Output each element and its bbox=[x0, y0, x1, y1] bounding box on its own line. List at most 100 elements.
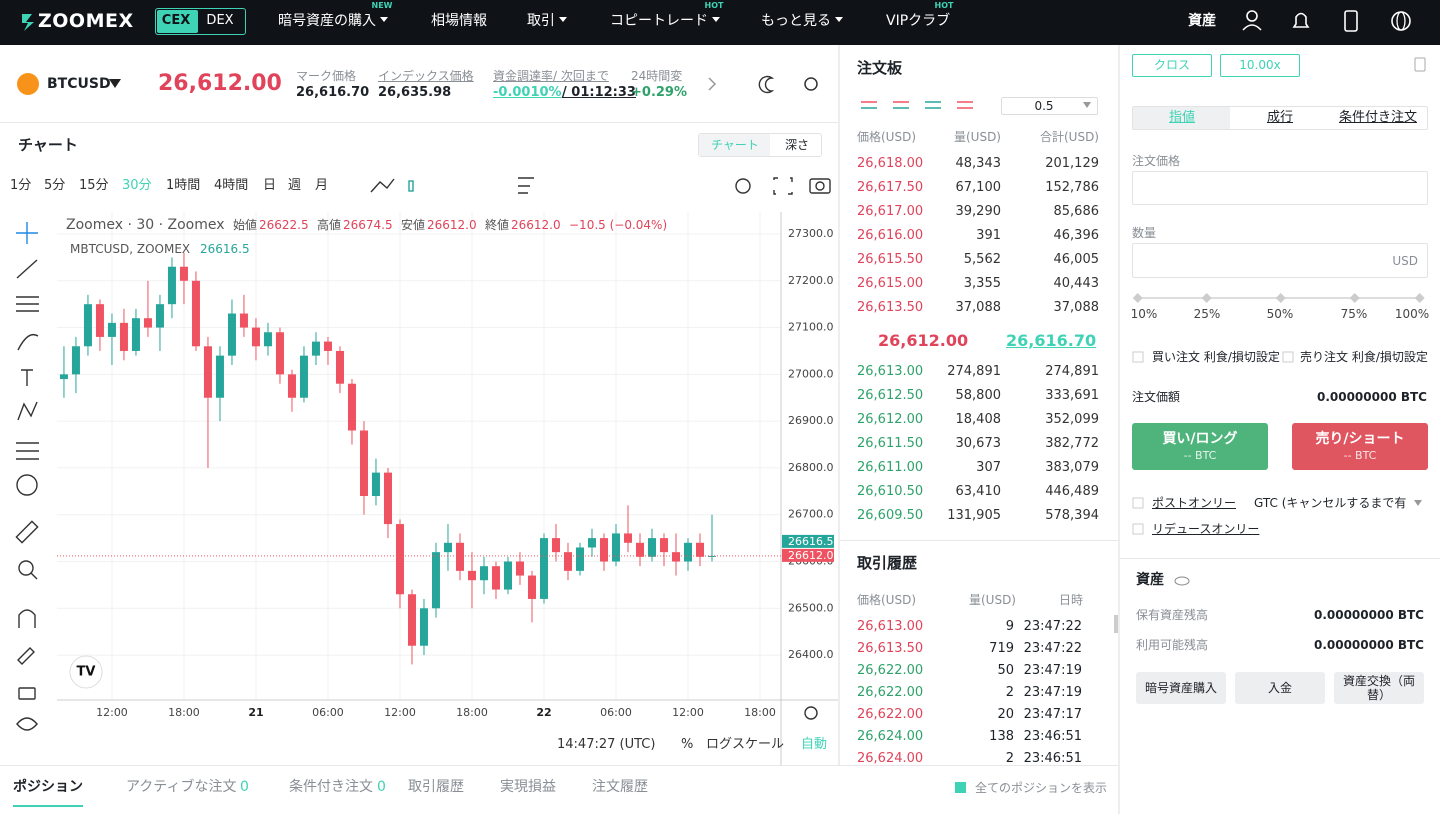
leverage-label[interactable]: 10.00x bbox=[1239, 58, 1281, 72]
interval[interactable]: 1時間 bbox=[166, 178, 201, 193]
percent-toggle[interactable]: % bbox=[681, 737, 694, 752]
time-in-force[interactable]: GTC (キャンセルするまで有 bbox=[1254, 496, 1407, 510]
book-size: 131,905 bbox=[947, 508, 1001, 523]
book-price[interactable]: 26,613.00 bbox=[857, 364, 924, 379]
bottom-tab[interactable]: ポジション bbox=[13, 779, 83, 795]
drawing-tools[interactable] bbox=[15, 259, 39, 731]
percent-stop[interactable]: 100% bbox=[1394, 307, 1430, 321]
book-price[interactable]: 26,613.50 bbox=[857, 300, 924, 315]
bottom-tab[interactable]: 実現損益 bbox=[500, 779, 556, 795]
nav-item[interactable]: コピートレード bbox=[610, 12, 720, 30]
chart-tab[interactable]: 深さ bbox=[784, 138, 810, 152]
bottom-tab[interactable]: 条件付き注文 bbox=[289, 779, 373, 795]
show-all[interactable]: 全てのポジションを表示 bbox=[975, 781, 1108, 795]
nav-assets[interactable]: 資産 bbox=[1188, 13, 1216, 29]
tif-caret[interactable] bbox=[1414, 500, 1422, 506]
orderbook-mode-icons[interactable] bbox=[861, 101, 973, 109]
trade-price: 26,622.00 bbox=[857, 685, 924, 700]
book-price[interactable]: 26,617.50 bbox=[857, 180, 924, 195]
leverage[interactable] bbox=[1220, 54, 1300, 77]
interval[interactable]: 月 bbox=[315, 178, 329, 193]
nav-item[interactable]: 暗号資産の購入 bbox=[278, 12, 388, 30]
nav-item[interactable]: もっと見る bbox=[761, 12, 843, 30]
interval[interactable]: 週 bbox=[288, 178, 302, 193]
post-only[interactable]: ポストオンリー bbox=[1152, 496, 1237, 510]
candle-body bbox=[467, 570, 476, 581]
cex-tab[interactable]: CEX bbox=[161, 13, 191, 28]
theme-icon[interactable] bbox=[758, 75, 775, 94]
symbol[interactable]: BTCUSD bbox=[47, 76, 111, 92]
phone-icon[interactable] bbox=[1344, 10, 1358, 32]
cex-dex-switch[interactable] bbox=[155, 8, 246, 35]
book-price[interactable]: 26,609.50 bbox=[857, 508, 924, 523]
crosshair-tool[interactable] bbox=[16, 222, 38, 244]
chart-toolbar-icons[interactable] bbox=[370, 177, 831, 195]
qty-input[interactable] bbox=[1132, 243, 1428, 278]
bottom-tab[interactable]: 注文履歴 bbox=[592, 779, 648, 795]
book-price[interactable]: 26,610.50 bbox=[857, 484, 924, 499]
percent-stop[interactable]: 10% bbox=[1130, 307, 1158, 321]
buy-button[interactable] bbox=[1132, 423, 1268, 470]
bottom-tab[interactable]: 取引履歴 bbox=[408, 779, 464, 795]
bell-icon[interactable] bbox=[1292, 12, 1310, 28]
scrollbar[interactable] bbox=[1114, 615, 1118, 633]
margin-mode[interactable] bbox=[1132, 54, 1212, 77]
book-price[interactable]: 26,611.50 bbox=[857, 436, 924, 451]
book-price[interactable]: 26,615.50 bbox=[857, 252, 924, 267]
interval[interactable]: 5分 bbox=[44, 178, 66, 193]
asset-button[interactable]: 入金 bbox=[1267, 681, 1292, 695]
reduce-only[interactable]: リデュースオンリー bbox=[1152, 522, 1260, 536]
nav-item[interactable]: 取引 bbox=[527, 12, 567, 30]
order-type-tab[interactable]: 指値 bbox=[1168, 110, 1196, 125]
user-icon[interactable] bbox=[1246, 10, 1258, 22]
book-price[interactable]: 26,617.00 bbox=[857, 204, 924, 219]
bottom-tab[interactable]: アクティブな注文 bbox=[126, 779, 237, 795]
book-price[interactable]: 26,612.00 bbox=[857, 412, 924, 427]
interval[interactable]: 4時間 bbox=[214, 178, 249, 193]
slider-stops[interactable] bbox=[1132, 293, 1425, 303]
dex-tab[interactable]: DEX bbox=[206, 13, 234, 28]
symbol-caret[interactable] bbox=[109, 79, 121, 88]
book-price[interactable]: 26,618.00 bbox=[857, 156, 924, 171]
scroll-arrow[interactable] bbox=[708, 77, 717, 91]
interval[interactable]: 30分 bbox=[122, 178, 152, 193]
book-price[interactable]: 26,616.00 bbox=[857, 228, 924, 243]
margin-mode-label[interactable]: クロス bbox=[1153, 58, 1191, 72]
order-type-tab[interactable]: 条件付き注文 bbox=[1338, 110, 1418, 125]
asset-button[interactable]: 資産交換（両替） bbox=[1342, 674, 1415, 702]
globe-icon[interactable] bbox=[1391, 11, 1411, 31]
book-price[interactable]: 26,611.00 bbox=[857, 460, 924, 475]
buy-label[interactable]: 買い/ロング bbox=[1162, 431, 1238, 447]
percent-stop[interactable]: 75% bbox=[1340, 307, 1368, 321]
book-price[interactable]: 26,612.50 bbox=[857, 388, 924, 403]
asset-button[interactable]: 暗号資産購入 bbox=[1144, 681, 1217, 695]
percent-stop[interactable]: 50% bbox=[1266, 307, 1294, 321]
nav-item[interactable]: 相場情報 bbox=[431, 13, 487, 29]
settings-icon[interactable] bbox=[804, 77, 818, 91]
eye-icon[interactable] bbox=[1174, 576, 1190, 586]
book-price[interactable]: 26,615.00 bbox=[857, 276, 924, 291]
auto-toggle[interactable]: 自動 bbox=[801, 737, 828, 752]
axis-settings[interactable] bbox=[804, 706, 818, 720]
sell-label[interactable]: 売り/ショート bbox=[1315, 431, 1405, 447]
depth-select[interactable] bbox=[1001, 97, 1098, 115]
interval[interactable]: 15分 bbox=[79, 178, 109, 193]
tpsl-option[interactable]: 売り注文 利食/損切設定 bbox=[1300, 350, 1428, 364]
tpsl-option[interactable]: 買い注文 利食/損切設定 bbox=[1152, 350, 1280, 364]
checkboxes[interactable] bbox=[1132, 351, 1294, 535]
candle-body bbox=[683, 542, 692, 562]
price-input[interactable] bbox=[1132, 171, 1428, 205]
stat-value: 26,635.98 bbox=[378, 85, 452, 100]
depth-step[interactable]: 0.5 bbox=[1034, 99, 1054, 113]
nav-item[interactable]: VIPクラブ bbox=[886, 13, 951, 29]
percent-stop[interactable]: 25% bbox=[1193, 307, 1221, 321]
sell-button[interactable] bbox=[1292, 423, 1428, 470]
chart-tab[interactable]: チャート bbox=[711, 138, 759, 152]
interval[interactable]: 日 bbox=[263, 178, 277, 193]
log-toggle[interactable]: ログスケール bbox=[706, 737, 785, 752]
order-type-tab[interactable]: 成行 bbox=[1266, 110, 1294, 125]
show-all-checkbox[interactable] bbox=[955, 782, 966, 793]
interval[interactable]: 1分 bbox=[10, 178, 32, 193]
calculator-icon[interactable] bbox=[1414, 57, 1426, 72]
legend-value: 26612.0 bbox=[511, 218, 561, 232]
